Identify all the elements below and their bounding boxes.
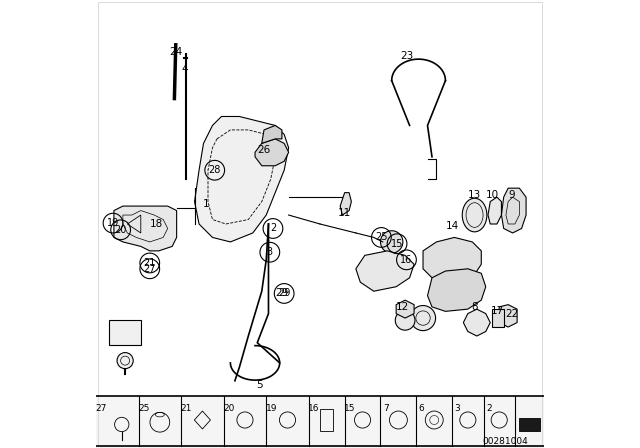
Polygon shape (255, 139, 289, 166)
Polygon shape (463, 309, 490, 336)
Text: 19: 19 (266, 404, 277, 414)
Circle shape (410, 306, 436, 331)
Text: 21: 21 (181, 404, 192, 414)
Bar (520, 418, 540, 431)
Text: 25: 25 (138, 404, 150, 414)
Circle shape (380, 231, 403, 253)
Text: 22: 22 (505, 309, 518, 319)
Text: 26: 26 (257, 145, 271, 155)
Text: 8: 8 (471, 302, 478, 312)
Ellipse shape (462, 198, 487, 232)
Polygon shape (488, 197, 502, 224)
Text: 25: 25 (375, 233, 388, 242)
Text: 18: 18 (150, 219, 163, 229)
Polygon shape (502, 188, 526, 233)
Text: 2: 2 (486, 404, 492, 414)
Text: 17: 17 (490, 306, 504, 316)
Text: 29: 29 (278, 289, 291, 298)
Text: 1: 1 (202, 199, 209, 209)
Polygon shape (262, 125, 282, 143)
Polygon shape (396, 300, 414, 318)
Text: 13: 13 (468, 190, 481, 200)
Text: 10: 10 (486, 190, 499, 200)
Circle shape (396, 310, 415, 330)
Text: 9: 9 (508, 190, 515, 200)
Circle shape (117, 353, 133, 369)
Text: 20: 20 (115, 225, 127, 235)
Text: 20: 20 (223, 404, 235, 414)
Text: 3: 3 (454, 404, 460, 414)
Text: 4: 4 (181, 65, 188, 74)
Text: 7: 7 (383, 404, 388, 414)
Bar (109, 320, 141, 345)
Bar (96, 396, 544, 448)
Text: 15: 15 (344, 404, 356, 414)
Polygon shape (428, 269, 486, 311)
Text: 28: 28 (209, 165, 221, 175)
Text: 16: 16 (308, 404, 320, 414)
Text: 6: 6 (419, 404, 424, 414)
Text: 14: 14 (445, 221, 459, 231)
Polygon shape (423, 237, 481, 287)
Text: 00281004: 00281004 (483, 437, 529, 446)
Text: 5: 5 (256, 380, 263, 390)
Polygon shape (499, 305, 517, 327)
Polygon shape (356, 251, 414, 291)
Text: 29: 29 (275, 289, 289, 298)
Text: 3: 3 (267, 247, 273, 257)
Bar (493, 309, 504, 327)
Text: 21: 21 (143, 258, 156, 268)
Text: 23: 23 (401, 51, 414, 61)
Text: 11: 11 (338, 208, 351, 218)
Polygon shape (114, 206, 177, 251)
Text: 12: 12 (396, 302, 410, 312)
Text: 19: 19 (107, 218, 119, 228)
Bar (320, 409, 333, 431)
Polygon shape (340, 193, 351, 215)
Text: 27: 27 (96, 404, 107, 414)
Polygon shape (195, 116, 289, 242)
Text: 24: 24 (169, 47, 182, 56)
Text: 27: 27 (143, 264, 156, 274)
Text: 15: 15 (391, 239, 403, 249)
Text: 16: 16 (401, 255, 413, 265)
Text: 2: 2 (270, 224, 276, 233)
